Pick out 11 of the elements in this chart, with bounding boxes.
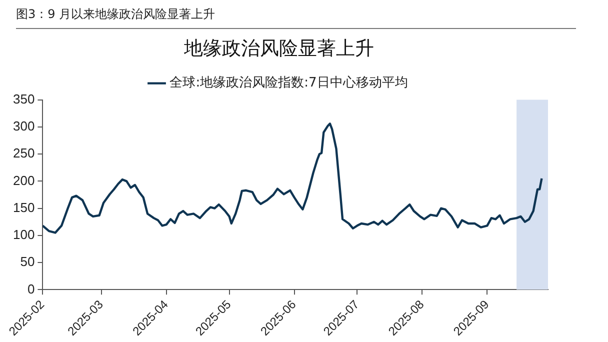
y-tick-label: 250	[12, 146, 35, 161]
y-tick-label: 0	[27, 281, 35, 296]
y-tick-label: 50	[20, 254, 35, 270]
legend-label: 全球:地缘政治风险指数:7日中心移动平均	[170, 74, 408, 91]
chart-title: 地缘政治风险显著上升	[183, 37, 374, 60]
y-tick-label: 200	[12, 172, 35, 188]
y-tick-label: 150	[12, 200, 35, 215]
caption: 图3：9 月以来地缘政治风险显著上升	[16, 6, 576, 29]
y-tick-label: 300	[12, 118, 35, 134]
y-tick-label: 350	[12, 91, 35, 106]
y-tick-label: 100	[12, 227, 35, 242]
